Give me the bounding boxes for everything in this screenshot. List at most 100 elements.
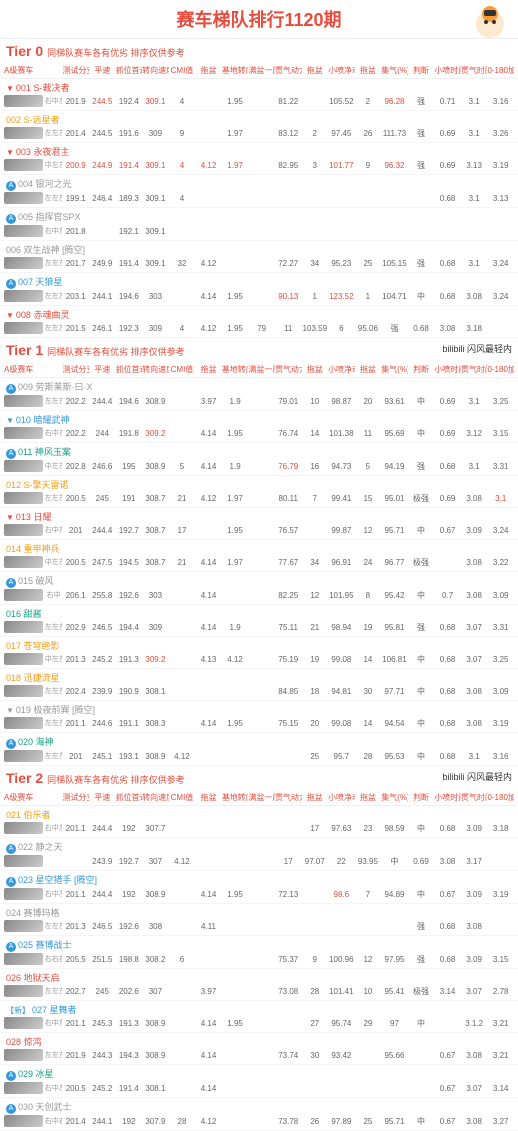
stat-value: 1.95 [222,97,249,106]
stat-value: 4.13 [195,655,222,664]
ranking-item[interactable]: 018 迅捷流星左左左中202.4239.9190.9308.184.85189… [0,669,518,701]
ranking-item[interactable]: A022 静之天243.9192.73074.121797.072293.95中… [0,838,518,871]
car-cell: 中左左左 [4,159,62,171]
ranking-item[interactable]: 028 惊鸿左左左中201.9244.3194.3308.94.1473.743… [0,1033,518,1065]
tier-header: Tier 2同梯队赛车各有优劣 排序仅供参考bilibili 闪风最轻内 [0,766,518,790]
stat-value: 201.1 [62,719,89,728]
item-name-row: 026 地狱天启 [0,969,518,984]
car-cell: 右右右 [4,953,62,965]
direction-text: 右中左左 [45,428,63,438]
ranking-item[interactable]: A009 劳斯莱斯·曰·X左左左左202.2244.4194.6308.93.9… [0,378,518,411]
stat-value: 309 [142,324,169,333]
ranking-item[interactable]: ▼010 暗耀武神右中左左202.2244191.8309.24.141.957… [0,411,518,443]
tier-a-icon: A [6,214,16,224]
item-name-row: A020 海神 [0,733,518,749]
ranking-item[interactable]: ▼019 极夜前巽 [腾空]左左左左201.1244.6191.1308.34.… [0,701,518,733]
ranking-item[interactable]: A007 天狼星左左左左203.1244.1194.63034.141.9590… [0,273,518,306]
stat-value: 3.1 [461,397,488,406]
stat-value: 201.4 [62,129,89,138]
ranking-item[interactable]: 【新】027 星舞者右中左中201.1245.3191.3308.94.141.… [0,1001,518,1033]
column-header: 拖盆 [302,65,329,76]
stat-value: 29 [355,1019,382,1028]
ranking-item[interactable]: A011 神风玉案中左左左202.8246.6195308.954.141.97… [0,443,518,476]
tier-a-icon: A [6,449,16,459]
stat-value: 190.9 [116,687,143,696]
direction-text: 左左左左 [45,396,63,406]
stat-value: 303 [142,591,169,600]
ranking-item[interactable]: A030 天创武士右中右201.4244.1192307.9284.1273.7… [0,1098,518,1131]
stat-value: 3.24 [487,292,514,301]
stat-value: 3.25 [487,397,514,406]
stat-value: 247.5 [89,558,116,567]
ranking-item[interactable]: A020 海神左左左左201245.1193.1308.94.122595.72… [0,733,518,766]
ranking-item[interactable]: ▼003 永夜君主中左左左200.9244.9191.4309.144.121.… [0,143,518,175]
car-cell: 右中左左 [4,427,62,439]
stat-value: 4.14 [195,1084,222,1093]
direction-text: 右中左 [45,525,63,535]
ranking-item[interactable]: A015 破风右中206.1255.8192.63034.1482.251210… [0,572,518,605]
stat-value: 28 [355,752,382,761]
stat-value: 4 [169,97,196,106]
ranking-item[interactable]: 021 伯乐者右中左左201.1244.4192307.71797.632398… [0,806,518,838]
ranking-item[interactable]: 026 地狱天启左左左202.7245202.63073.9773.082810… [0,969,518,1001]
stat-value: 4.14 [195,1051,222,1060]
stat-value: 93.42 [328,1051,355,1060]
car-name: 011 神风玉案 [18,447,71,457]
stat-value: 4.11 [195,922,222,931]
stat-value: 11 [275,324,302,333]
ranking-item[interactable]: 012 S-擎天雷诺左左左左200.5245191308.7214.121.97… [0,476,518,508]
stats-row: 左左左左200.5245191308.7214.121.9780.11799.4… [0,491,518,507]
stat-value: 3.21 [487,1051,514,1060]
direction-text: 中左左左 [45,654,63,664]
stat-value: 强 [408,96,435,107]
ranking-item[interactable]: 016 甜酱左左左中202.9246.5194.43094.141.975.11… [0,605,518,637]
stat-value: 3.09 [461,890,488,899]
ranking-item[interactable]: A029 冰星右中左左200.5245.2191.4308.14.140.673… [0,1065,518,1098]
stat-value: 191.1 [116,719,143,728]
ranking-item[interactable]: A023 星空猎手 [腾空]右中左左201.1244.4192308.94.14… [0,871,518,904]
stat-value: 245.3 [89,1019,116,1028]
stat-value: 4.14 [195,591,222,600]
stat-value: 0.71 [434,97,461,106]
tier-subtitle: 同梯队赛车各有优劣 排序仅供参考 [47,48,185,58]
car-icon [4,1082,43,1094]
ranking-item[interactable]: 006 双生战神 [腾空]左左左左201.7249.9191.4309.1324… [0,241,518,273]
car-icon [4,159,43,171]
stat-value: 243.9 [89,857,116,866]
stat-value: 中 [408,396,435,407]
stat-value: 201.5 [62,324,89,333]
stat-value: 191.6 [116,129,143,138]
stat-value: 强 [381,323,408,334]
ranking-item[interactable]: 014 重甲神兵中左左左200.5247.5194.5308.7214.141.… [0,540,518,572]
stat-value: 75.11 [275,623,302,632]
column-header: 拖盆 [302,792,329,803]
direction-text: 右中左左 [45,889,63,899]
stat-value: 中 [408,428,435,439]
change-marker: ▼ [6,148,14,157]
ranking-item[interactable]: A005 指挥官SPX右中左左201.8192.1309.1 [0,208,518,241]
ranking-item[interactable]: ▼013 日耀右中左201244.4192.7308.7171.9576.579… [0,508,518,540]
ranking-item[interactable]: ▼008 赤魂曲灵左左左左201.5246.1192.330944.121.95… [0,306,518,338]
ranking-item[interactable]: 024 赛博玛格左左左左201.3246.5192.63084.11强0.683… [0,904,518,936]
ranking-item[interactable]: ▼001 S-裁决者右中左左201.9244.5192.4309.141.958… [0,79,518,111]
ranking-item[interactable]: 017 苍穹绝影中左左左201.3245.2191.3309.24.134.12… [0,637,518,669]
ranking-item[interactable]: 002 S-远星者左左左左201.4244.5191.630991.9783.1… [0,111,518,143]
item-name-row: A015 破风 [0,572,518,588]
stat-value: 97.71 [381,687,408,696]
stat-value: 3.07 [461,987,488,996]
ranking-item[interactable]: A004 银河之光左左左左199.1246.4189.3309.140.683.… [0,175,518,208]
car-name: 018 迅捷流星 [6,673,60,683]
stat-value: 192.1 [116,227,143,236]
stat-value: 3.1 [487,494,514,503]
ranking-item[interactable]: A025 赛博战士右右右205.5251.5198.8308.2675.3791… [0,936,518,969]
stat-value: 0.7 [434,591,461,600]
direction-text: 左左左中 [45,622,63,632]
stat-value: 3.08 [434,857,461,866]
change-marker: ▼ [6,513,14,522]
stat-value: 76.57 [275,526,302,535]
column-header: CMI值 [169,792,196,803]
stat-value: 3.08 [461,719,488,728]
stat-value: 4.14 [195,719,222,728]
stat-value: 3.14 [434,987,461,996]
stat-value: 94.89 [381,890,408,899]
